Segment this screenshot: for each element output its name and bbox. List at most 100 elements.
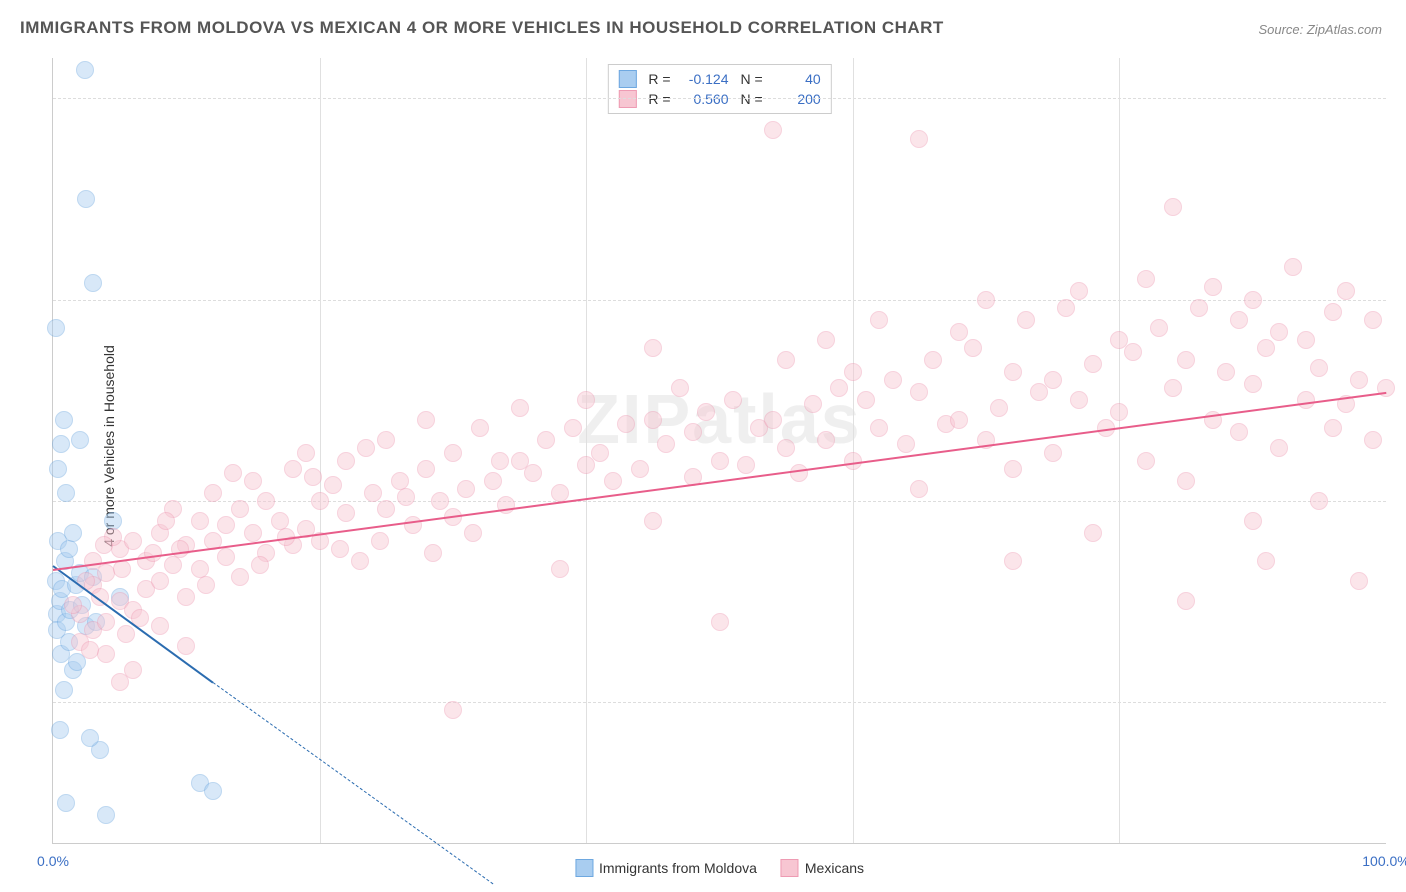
scatter-point bbox=[324, 476, 342, 494]
scatter-point bbox=[910, 480, 928, 498]
scatter-point bbox=[457, 480, 475, 498]
scatter-point bbox=[1324, 419, 1342, 437]
scatter-point bbox=[244, 524, 262, 542]
scatter-point bbox=[1297, 331, 1315, 349]
scatter-point bbox=[1270, 439, 1288, 457]
scatter-point bbox=[857, 391, 875, 409]
scatter-point bbox=[644, 339, 662, 357]
scatter-point bbox=[844, 363, 862, 381]
scatter-point bbox=[644, 411, 662, 429]
scatter-point bbox=[990, 399, 1008, 417]
scatter-point bbox=[217, 516, 235, 534]
scatter-point bbox=[171, 540, 189, 558]
scatter-point bbox=[484, 472, 502, 490]
scatter-point bbox=[631, 460, 649, 478]
scatter-point bbox=[1217, 363, 1235, 381]
scatter-point bbox=[1124, 343, 1142, 361]
scatter-point bbox=[357, 439, 375, 457]
scatter-point bbox=[424, 544, 442, 562]
scatter-point bbox=[304, 468, 322, 486]
scatter-point bbox=[1017, 311, 1035, 329]
legend-swatch-mexicans-b bbox=[781, 859, 799, 877]
gridline-v bbox=[853, 58, 854, 843]
scatter-point bbox=[84, 552, 102, 570]
scatter-point bbox=[331, 540, 349, 558]
scatter-point bbox=[591, 444, 609, 462]
scatter-point bbox=[113, 560, 131, 578]
scatter-point bbox=[777, 351, 795, 369]
scatter-point bbox=[404, 516, 422, 534]
scatter-point bbox=[177, 637, 195, 655]
gridline-h bbox=[53, 300, 1386, 301]
n-label: N = bbox=[741, 71, 763, 87]
scatter-point bbox=[71, 431, 89, 449]
r-value-moldova: -0.124 bbox=[679, 71, 729, 87]
r-label: R = bbox=[648, 71, 670, 87]
scatter-point bbox=[817, 431, 835, 449]
scatter-point bbox=[830, 379, 848, 397]
scatter-point bbox=[551, 484, 569, 502]
scatter-point bbox=[244, 472, 262, 490]
scatter-point bbox=[337, 504, 355, 522]
scatter-point bbox=[711, 452, 729, 470]
scatter-point bbox=[511, 399, 529, 417]
scatter-point bbox=[1337, 282, 1355, 300]
scatter-point bbox=[1044, 371, 1062, 389]
scatter-point bbox=[964, 339, 982, 357]
scatter-point bbox=[371, 532, 389, 550]
scatter-point bbox=[191, 512, 209, 530]
scatter-point bbox=[224, 464, 242, 482]
scatter-point bbox=[97, 613, 115, 631]
scatter-point bbox=[64, 524, 82, 542]
scatter-point bbox=[950, 323, 968, 341]
scatter-point bbox=[297, 444, 315, 462]
source-attribution: Source: ZipAtlas.com bbox=[1258, 22, 1382, 37]
scatter-point bbox=[777, 439, 795, 457]
scatter-point bbox=[1244, 512, 1262, 530]
scatter-point bbox=[157, 512, 175, 530]
scatter-point bbox=[284, 460, 302, 478]
scatter-point bbox=[977, 291, 995, 309]
scatter-point bbox=[337, 452, 355, 470]
scatter-point bbox=[537, 431, 555, 449]
scatter-point bbox=[1230, 423, 1248, 441]
scatter-point bbox=[1110, 403, 1128, 421]
plot-area: ZIPatlas R = -0.124 N = 40 R = 0.560 N =… bbox=[52, 58, 1386, 844]
scatter-point bbox=[724, 391, 742, 409]
scatter-point bbox=[311, 492, 329, 510]
scatter-point bbox=[1204, 278, 1222, 296]
scatter-point bbox=[1057, 299, 1075, 317]
scatter-point bbox=[464, 524, 482, 542]
scatter-point bbox=[1257, 339, 1275, 357]
scatter-point bbox=[764, 411, 782, 429]
scatter-point bbox=[81, 641, 99, 659]
scatter-point bbox=[47, 319, 65, 337]
scatter-point bbox=[377, 500, 395, 518]
scatter-point bbox=[1284, 258, 1302, 276]
correlation-legend: R = -0.124 N = 40 R = 0.560 N = 200 bbox=[607, 64, 831, 114]
scatter-point bbox=[1044, 444, 1062, 462]
scatter-point bbox=[1310, 359, 1328, 377]
scatter-point bbox=[95, 536, 113, 554]
scatter-point bbox=[57, 794, 75, 812]
scatter-point bbox=[97, 806, 115, 824]
scatter-point bbox=[144, 544, 162, 562]
scatter-point bbox=[1004, 460, 1022, 478]
scatter-point bbox=[844, 452, 862, 470]
scatter-point bbox=[417, 460, 435, 478]
scatter-point bbox=[1270, 323, 1288, 341]
scatter-point bbox=[870, 419, 888, 437]
scatter-point bbox=[950, 411, 968, 429]
scatter-point bbox=[431, 492, 449, 510]
scatter-point bbox=[471, 419, 489, 437]
scatter-point bbox=[1164, 379, 1182, 397]
scatter-point bbox=[1137, 452, 1155, 470]
scatter-point bbox=[1310, 492, 1328, 510]
scatter-point bbox=[1324, 303, 1342, 321]
scatter-point bbox=[124, 532, 142, 550]
x-tick-label: 100.0% bbox=[1362, 853, 1406, 869]
scatter-point bbox=[217, 548, 235, 566]
scatter-point bbox=[151, 572, 169, 590]
scatter-point bbox=[397, 488, 415, 506]
scatter-point bbox=[697, 403, 715, 421]
